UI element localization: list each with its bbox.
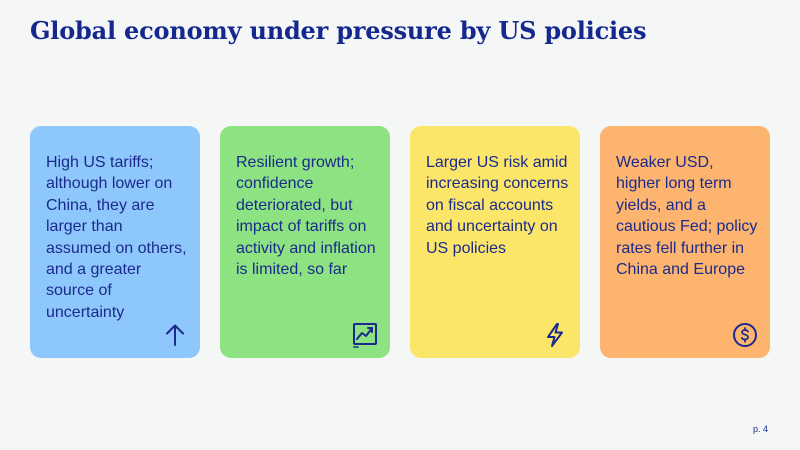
card-usd: Weaker USD, higher long term yields, and… <box>600 126 770 358</box>
dollar-coin-icon <box>732 322 758 348</box>
card-tariffs-text: High US tariffs; although lower on China… <box>46 154 187 321</box>
page-number: p. 4 <box>752 424 768 434</box>
card-usd-text: Weaker USD, higher long term yields, and… <box>616 154 758 279</box>
card-growth: Resilient growth; confidence deteriorate… <box>220 126 390 358</box>
trend-chart-icon <box>352 322 378 348</box>
card-growth-text: Resilient growth; confidence deteriorate… <box>236 154 376 279</box>
lightning-icon <box>542 322 568 348</box>
card-risk-text: Larger US risk amid increasing concerns … <box>426 154 569 257</box>
slide-title: Global economy under pressure by US poli… <box>30 16 647 45</box>
arrow-up-icon <box>162 322 188 348</box>
card-risk: Larger US risk amid increasing concerns … <box>410 126 580 358</box>
card-tariffs: High US tariffs; although lower on China… <box>30 126 200 358</box>
